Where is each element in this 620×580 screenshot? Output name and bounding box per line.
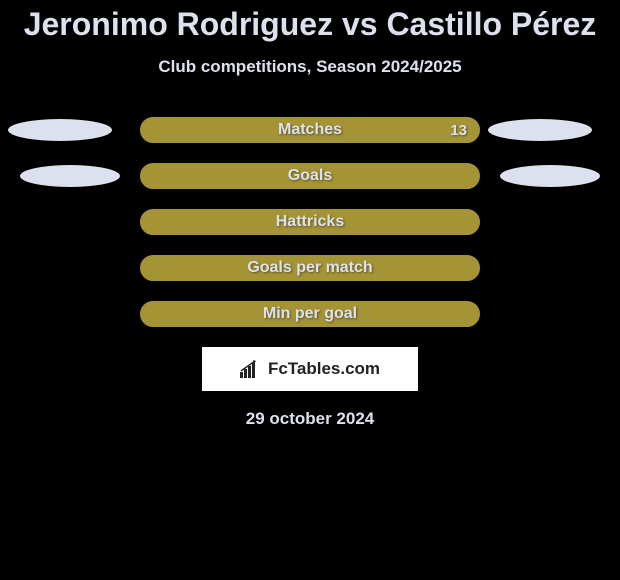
badge-text: FcTables.com bbox=[268, 359, 380, 379]
comparison-card: Jeronimo Rodriguez vs Castillo Pérez Clu… bbox=[0, 0, 620, 580]
stat-bar: Hattricks bbox=[140, 209, 480, 235]
stat-bar: Goals bbox=[140, 163, 480, 189]
stat-rows: Matches 13 Goals Hattricks Goals per mat… bbox=[0, 117, 620, 327]
right-ellipse bbox=[488, 119, 592, 141]
subtitle: Club competitions, Season 2024/2025 bbox=[0, 57, 620, 77]
stat-row-min-per-goal: Min per goal bbox=[0, 301, 620, 327]
bar-chart-icon bbox=[240, 360, 262, 378]
date-text: 29 october 2024 bbox=[0, 409, 620, 429]
stat-row-goals: Goals bbox=[0, 163, 620, 189]
stat-label: Matches bbox=[278, 121, 342, 139]
left-ellipse bbox=[20, 165, 120, 187]
fctables-badge: FcTables.com bbox=[202, 347, 418, 391]
stat-bar: Min per goal bbox=[140, 301, 480, 327]
right-ellipse bbox=[500, 165, 600, 187]
stat-bar: Goals per match bbox=[140, 255, 480, 281]
page-title: Jeronimo Rodriguez vs Castillo Pérez bbox=[0, 0, 620, 43]
stat-value: 13 bbox=[450, 122, 467, 139]
stat-bar: Matches 13 bbox=[140, 117, 480, 143]
left-ellipse bbox=[8, 119, 112, 141]
stat-label: Hattricks bbox=[276, 213, 344, 231]
stat-row-matches: Matches 13 bbox=[0, 117, 620, 143]
stat-label: Min per goal bbox=[263, 305, 357, 323]
stat-label: Goals bbox=[288, 167, 332, 185]
stat-row-hattricks: Hattricks bbox=[0, 209, 620, 235]
stat-row-goals-per-match: Goals per match bbox=[0, 255, 620, 281]
stat-label: Goals per match bbox=[247, 259, 372, 277]
